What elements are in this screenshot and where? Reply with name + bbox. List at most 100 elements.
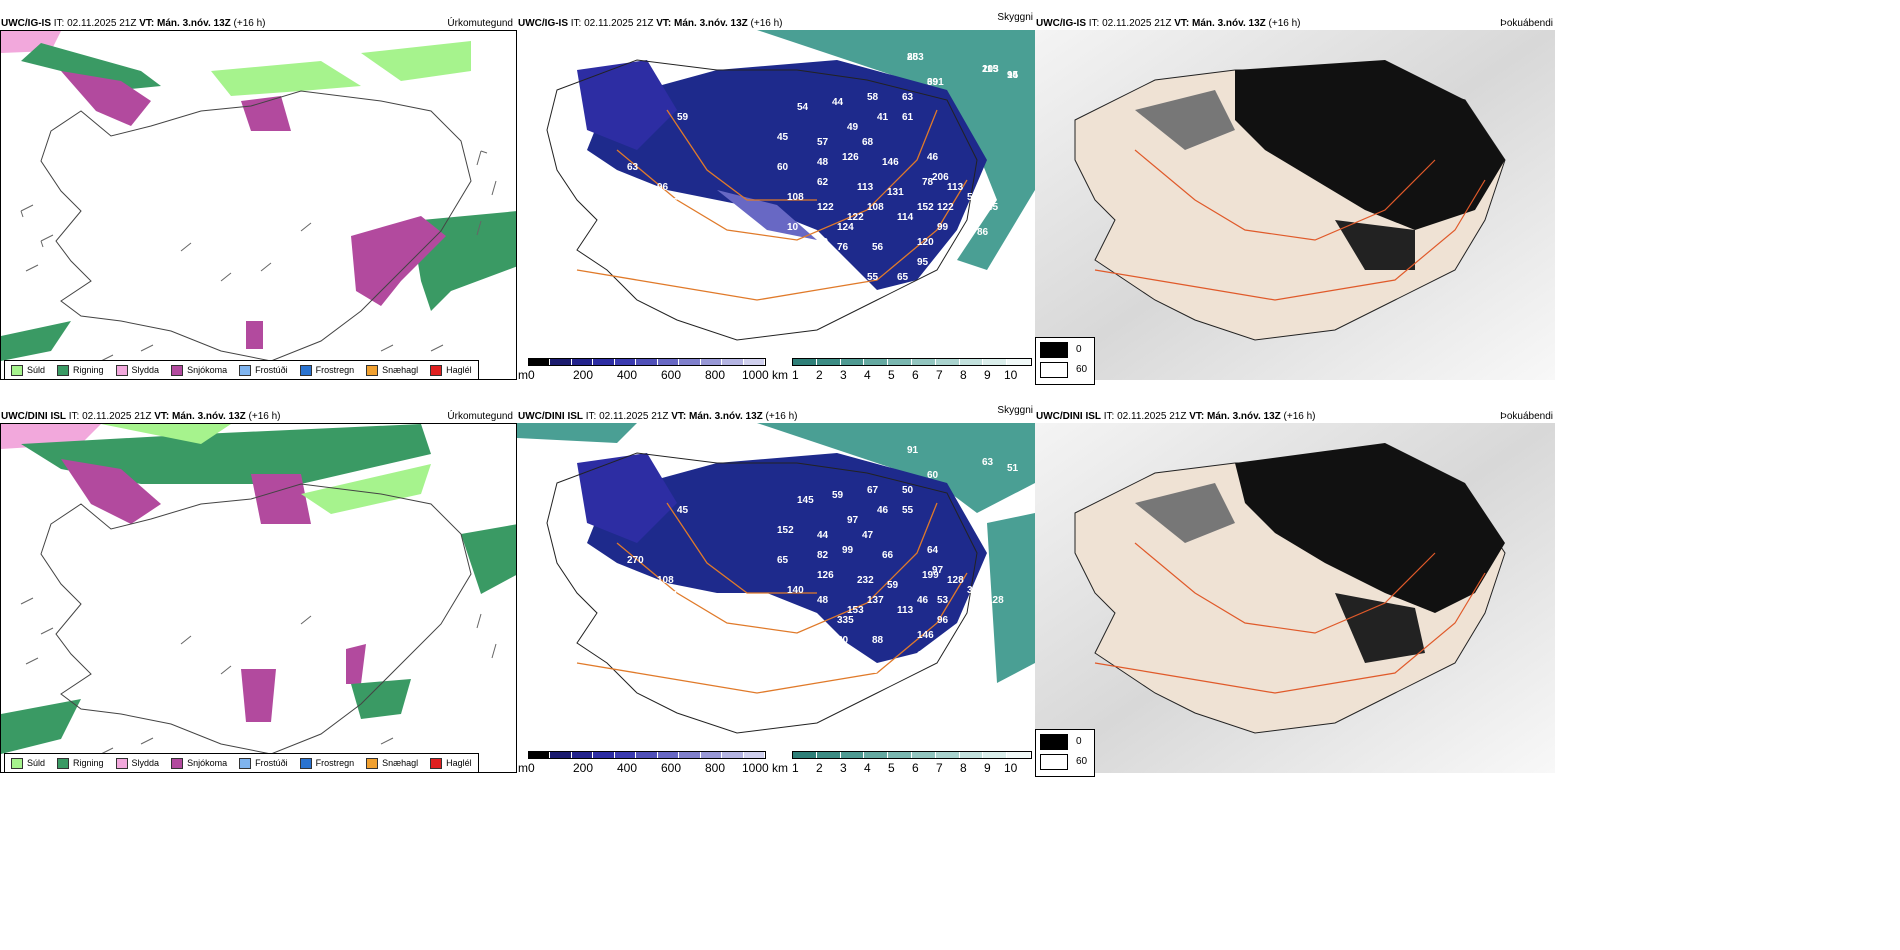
visibility-value-label: 99 bbox=[937, 222, 949, 233]
visibility-value-label: 126 bbox=[817, 570, 834, 581]
visibility-value-label: 56 bbox=[872, 242, 884, 253]
visibility-value-label: 44 bbox=[817, 530, 829, 541]
legend-swatch bbox=[366, 364, 379, 376]
legend-item: Slydda bbox=[115, 364, 159, 376]
visibility-value-label: 145 bbox=[797, 495, 814, 506]
visibility-value-label: 53 bbox=[937, 595, 949, 606]
visibility-value-label: 76 bbox=[837, 242, 849, 253]
visibility-value-label: 108 bbox=[657, 575, 674, 586]
legend-swatch bbox=[366, 757, 379, 769]
row2-precip-map: Súld Rigning Slydda Snjókoma Frostúði Fr… bbox=[0, 423, 517, 773]
iceland-outline bbox=[40, 90, 472, 362]
visibility-value-label: 391 bbox=[927, 77, 944, 88]
row2-title-fog: UWC/DINI ISL IT: 02.11.2025 21Z VT: Mán.… bbox=[1036, 411, 1316, 422]
vis-tick: 2 bbox=[816, 368, 823, 380]
legend-item: Snjókoma bbox=[171, 364, 227, 376]
row2-precip-name: Úrkomutegund bbox=[447, 411, 513, 422]
visibility-value-label: 113 bbox=[857, 182, 874, 193]
terrain-tick: 600 bbox=[661, 368, 682, 380]
visibility-value-label: 10 bbox=[887, 705, 899, 716]
legend-swatch bbox=[57, 757, 70, 769]
fog-legend-dark bbox=[1040, 734, 1068, 750]
vis-tick: 4 bbox=[864, 761, 871, 773]
vis-tick: 6 bbox=[912, 761, 919, 773]
visibility-value-label: 108 bbox=[867, 202, 884, 213]
visibility-value-label: 48 bbox=[817, 595, 829, 606]
visibility-value-label: 199 bbox=[922, 570, 939, 581]
legend-swatch bbox=[57, 364, 70, 376]
visibility-value-label: 120 bbox=[917, 237, 934, 248]
visibility-value-label: 88 bbox=[872, 635, 884, 646]
visibility-value-label: 113 bbox=[947, 182, 964, 193]
visibility-value-label: 124 bbox=[837, 222, 854, 233]
visibility-colorbar-2: km 1 2 3 4 5 6 7 8 9 10 bbox=[772, 751, 1034, 773]
vis-tick: 10 bbox=[1004, 368, 1018, 380]
legend-item: Frostúði bbox=[239, 364, 288, 376]
legend-item: Súld bbox=[11, 757, 45, 769]
visibility-value-label: 88 bbox=[907, 52, 919, 63]
vis-tick: 5 bbox=[888, 761, 895, 773]
visibility-map-svg-2: 91 60 63 51 67 50 145 59 97 55 46 45 152 44 47 82 66 65 99… bbox=[517, 423, 1035, 734]
terrain-tick: 200 bbox=[573, 761, 594, 773]
precip-map-svg-2 bbox=[1, 424, 516, 755]
visibility-value-label: 45 bbox=[677, 505, 689, 516]
vis-tick: 5 bbox=[888, 368, 895, 380]
fog-map-svg-2 bbox=[1035, 423, 1555, 773]
visibility-value-label: 137 bbox=[867, 595, 884, 606]
visibility-value-label: 60 bbox=[927, 470, 939, 481]
vis-tick: 8 bbox=[960, 368, 967, 380]
terrain-tick: 600 bbox=[661, 761, 682, 773]
visibility-value-label: 122 bbox=[817, 202, 834, 213]
visibility-value-label: 97 bbox=[932, 565, 944, 576]
visibility-value-label: 10 bbox=[787, 222, 799, 233]
legend-swatch bbox=[299, 757, 312, 769]
vis-tick: 9 bbox=[984, 761, 991, 773]
fog-map-svg bbox=[1035, 30, 1555, 380]
visibility-value-label: 97 bbox=[847, 515, 859, 526]
vis-tick: 7 bbox=[936, 761, 943, 773]
visibility-value-label: 52 bbox=[817, 630, 829, 641]
visibility-value-label: 46 bbox=[917, 595, 929, 606]
visibility-value-label: 44 bbox=[832, 97, 844, 108]
visibility-value-label: 114 bbox=[897, 212, 914, 223]
legend-swatch bbox=[430, 364, 443, 376]
terrain-tick: 400 bbox=[617, 761, 638, 773]
vis-tick: 9 bbox=[984, 368, 991, 380]
terrain-tick: 0 bbox=[528, 761, 535, 773]
vis-tick: 8 bbox=[960, 761, 967, 773]
visibility-value-label: 146 bbox=[917, 630, 934, 641]
visibility-value-label: 96 bbox=[657, 182, 669, 193]
visibility-value-label: 46 bbox=[927, 152, 939, 163]
row1-vis-name: Skyggni bbox=[997, 12, 1033, 23]
visibility-value-label: 86 bbox=[977, 227, 989, 238]
visibility-value-label: 75 bbox=[897, 665, 909, 676]
visibility-value-label: 96 bbox=[977, 620, 989, 631]
visibility-value-label: 61 bbox=[902, 112, 914, 123]
fog-legend-light bbox=[1040, 362, 1068, 378]
row1-fog-panel: UWC/IG-IS IT: 02.11.2025 21Z VT: Mán. 3.… bbox=[1035, 12, 1555, 380]
legend-swatch bbox=[239, 757, 252, 769]
terrain-tick: 800 bbox=[705, 761, 726, 773]
visibility-value-label: 57 bbox=[817, 137, 829, 148]
visibility-value-label: 58 bbox=[867, 92, 879, 103]
visibility-value-label: 59 bbox=[887, 580, 899, 591]
fog-legend: 0 60 bbox=[1035, 337, 1095, 385]
legend-swatch bbox=[430, 757, 443, 769]
fog-legend-light-label: 60 bbox=[1076, 756, 1088, 767]
row1-visibility-panel: UWC/IG-IS IT: 02.11.2025 21Z VT: Mán. 3.… bbox=[517, 12, 1035, 380]
row2-title: UWC/DINI ISL IT: 02.11.2025 21Z VT: Mán.… bbox=[1, 411, 281, 422]
terrain-tick: 200 bbox=[573, 368, 594, 380]
visibility-value-label: 153 bbox=[847, 605, 864, 616]
visibility-value-label: 67 bbox=[867, 485, 879, 496]
visibility-value-label: 45 bbox=[777, 132, 789, 143]
visibility-value-label: 203 bbox=[982, 64, 999, 75]
terrain-bar bbox=[528, 751, 766, 759]
visibility-value-label: 65 bbox=[897, 272, 909, 283]
visibility-value-label: 55 bbox=[867, 272, 879, 283]
visibility-value-label: 63 bbox=[982, 457, 994, 468]
terrain-tick: 800 bbox=[705, 368, 726, 380]
visibility-value-label: 128 bbox=[987, 595, 1004, 606]
visibility-value-label: 115 bbox=[982, 64, 999, 75]
terrain-unit: m bbox=[518, 761, 528, 773]
vis-tick: 1 bbox=[792, 368, 799, 380]
